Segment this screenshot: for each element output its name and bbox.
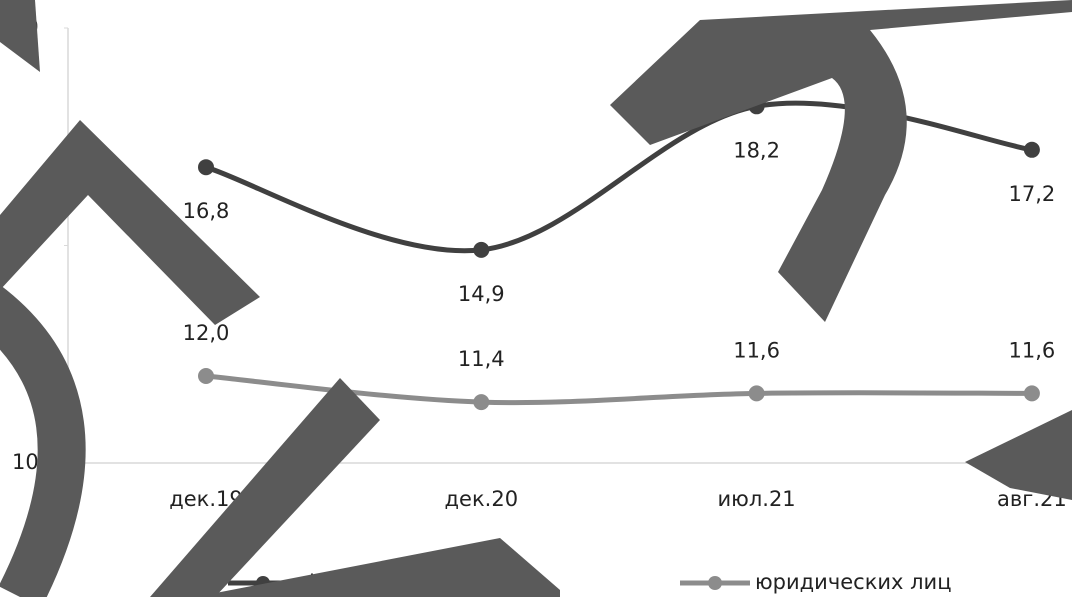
- watermark-shape: [0, 120, 260, 325]
- watermark-shape: [150, 378, 380, 597]
- data-label: 12,0: [183, 321, 230, 345]
- series-line: [205, 373, 1032, 406]
- x-tick-label: дек.20: [445, 487, 519, 511]
- watermark-shape: [610, 0, 1072, 322]
- marker: [198, 368, 214, 384]
- data-label: 17,2: [1009, 182, 1056, 206]
- data-label: 11,4: [458, 347, 505, 371]
- data-label: 18,2: [733, 138, 780, 162]
- series-line: [205, 100, 1033, 254]
- x-tick-label: июл.21: [718, 487, 796, 511]
- watermark-shape: [965, 410, 1072, 500]
- watermark-shape: [0, 0, 40, 72]
- legend-marker: [708, 576, 722, 590]
- watermark-shape: [0, 285, 86, 597]
- marker: [748, 385, 765, 402]
- marker: [473, 394, 490, 411]
- watermark-shape: [195, 538, 560, 597]
- data-label: 11,6: [733, 338, 780, 362]
- legend-label: юридических лиц: [755, 570, 952, 594]
- y-tick-label: 10: [12, 450, 39, 474]
- marker: [473, 241, 490, 258]
- marker: [1023, 385, 1040, 402]
- data-label: 14,9: [458, 282, 505, 306]
- marker: [1023, 141, 1040, 158]
- data-label: 16,8: [183, 199, 230, 223]
- marker: [198, 159, 214, 176]
- data-label: 11,6: [1009, 338, 1056, 362]
